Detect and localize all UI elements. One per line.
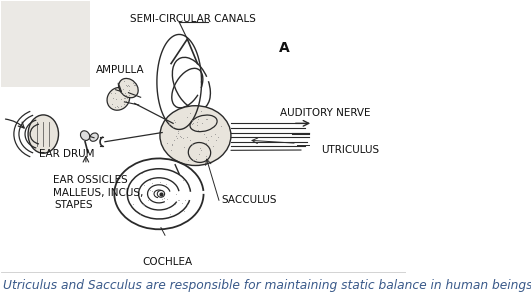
Text: Utriculus and Sacculus are responsible for maintaining static balance in human b: Utriculus and Sacculus are responsible f… bbox=[3, 279, 531, 292]
Text: AMPULLA: AMPULLA bbox=[96, 65, 144, 75]
Text: SEMI-CIRCULAR CANALS: SEMI-CIRCULAR CANALS bbox=[131, 14, 256, 25]
Text: COCHLEA: COCHLEA bbox=[142, 257, 192, 267]
Text: EAR OSSICLES: EAR OSSICLES bbox=[54, 176, 128, 185]
Text: STAPES: STAPES bbox=[54, 200, 93, 210]
Text: AUDITORY NERVE: AUDITORY NERVE bbox=[280, 108, 371, 118]
Ellipse shape bbox=[157, 190, 165, 197]
Ellipse shape bbox=[81, 131, 90, 140]
Text: A: A bbox=[279, 41, 290, 55]
Ellipse shape bbox=[107, 87, 130, 110]
Text: MALLEUS, INCUS,: MALLEUS, INCUS, bbox=[54, 188, 144, 198]
Text: EAR DRUM: EAR DRUM bbox=[39, 149, 95, 160]
Polygon shape bbox=[1, 1, 90, 87]
Text: SACCULUS: SACCULUS bbox=[222, 195, 277, 205]
Ellipse shape bbox=[90, 133, 98, 141]
Text: UTRICULUS: UTRICULUS bbox=[321, 145, 379, 155]
Ellipse shape bbox=[119, 79, 138, 98]
Ellipse shape bbox=[160, 106, 231, 165]
Ellipse shape bbox=[28, 115, 58, 153]
